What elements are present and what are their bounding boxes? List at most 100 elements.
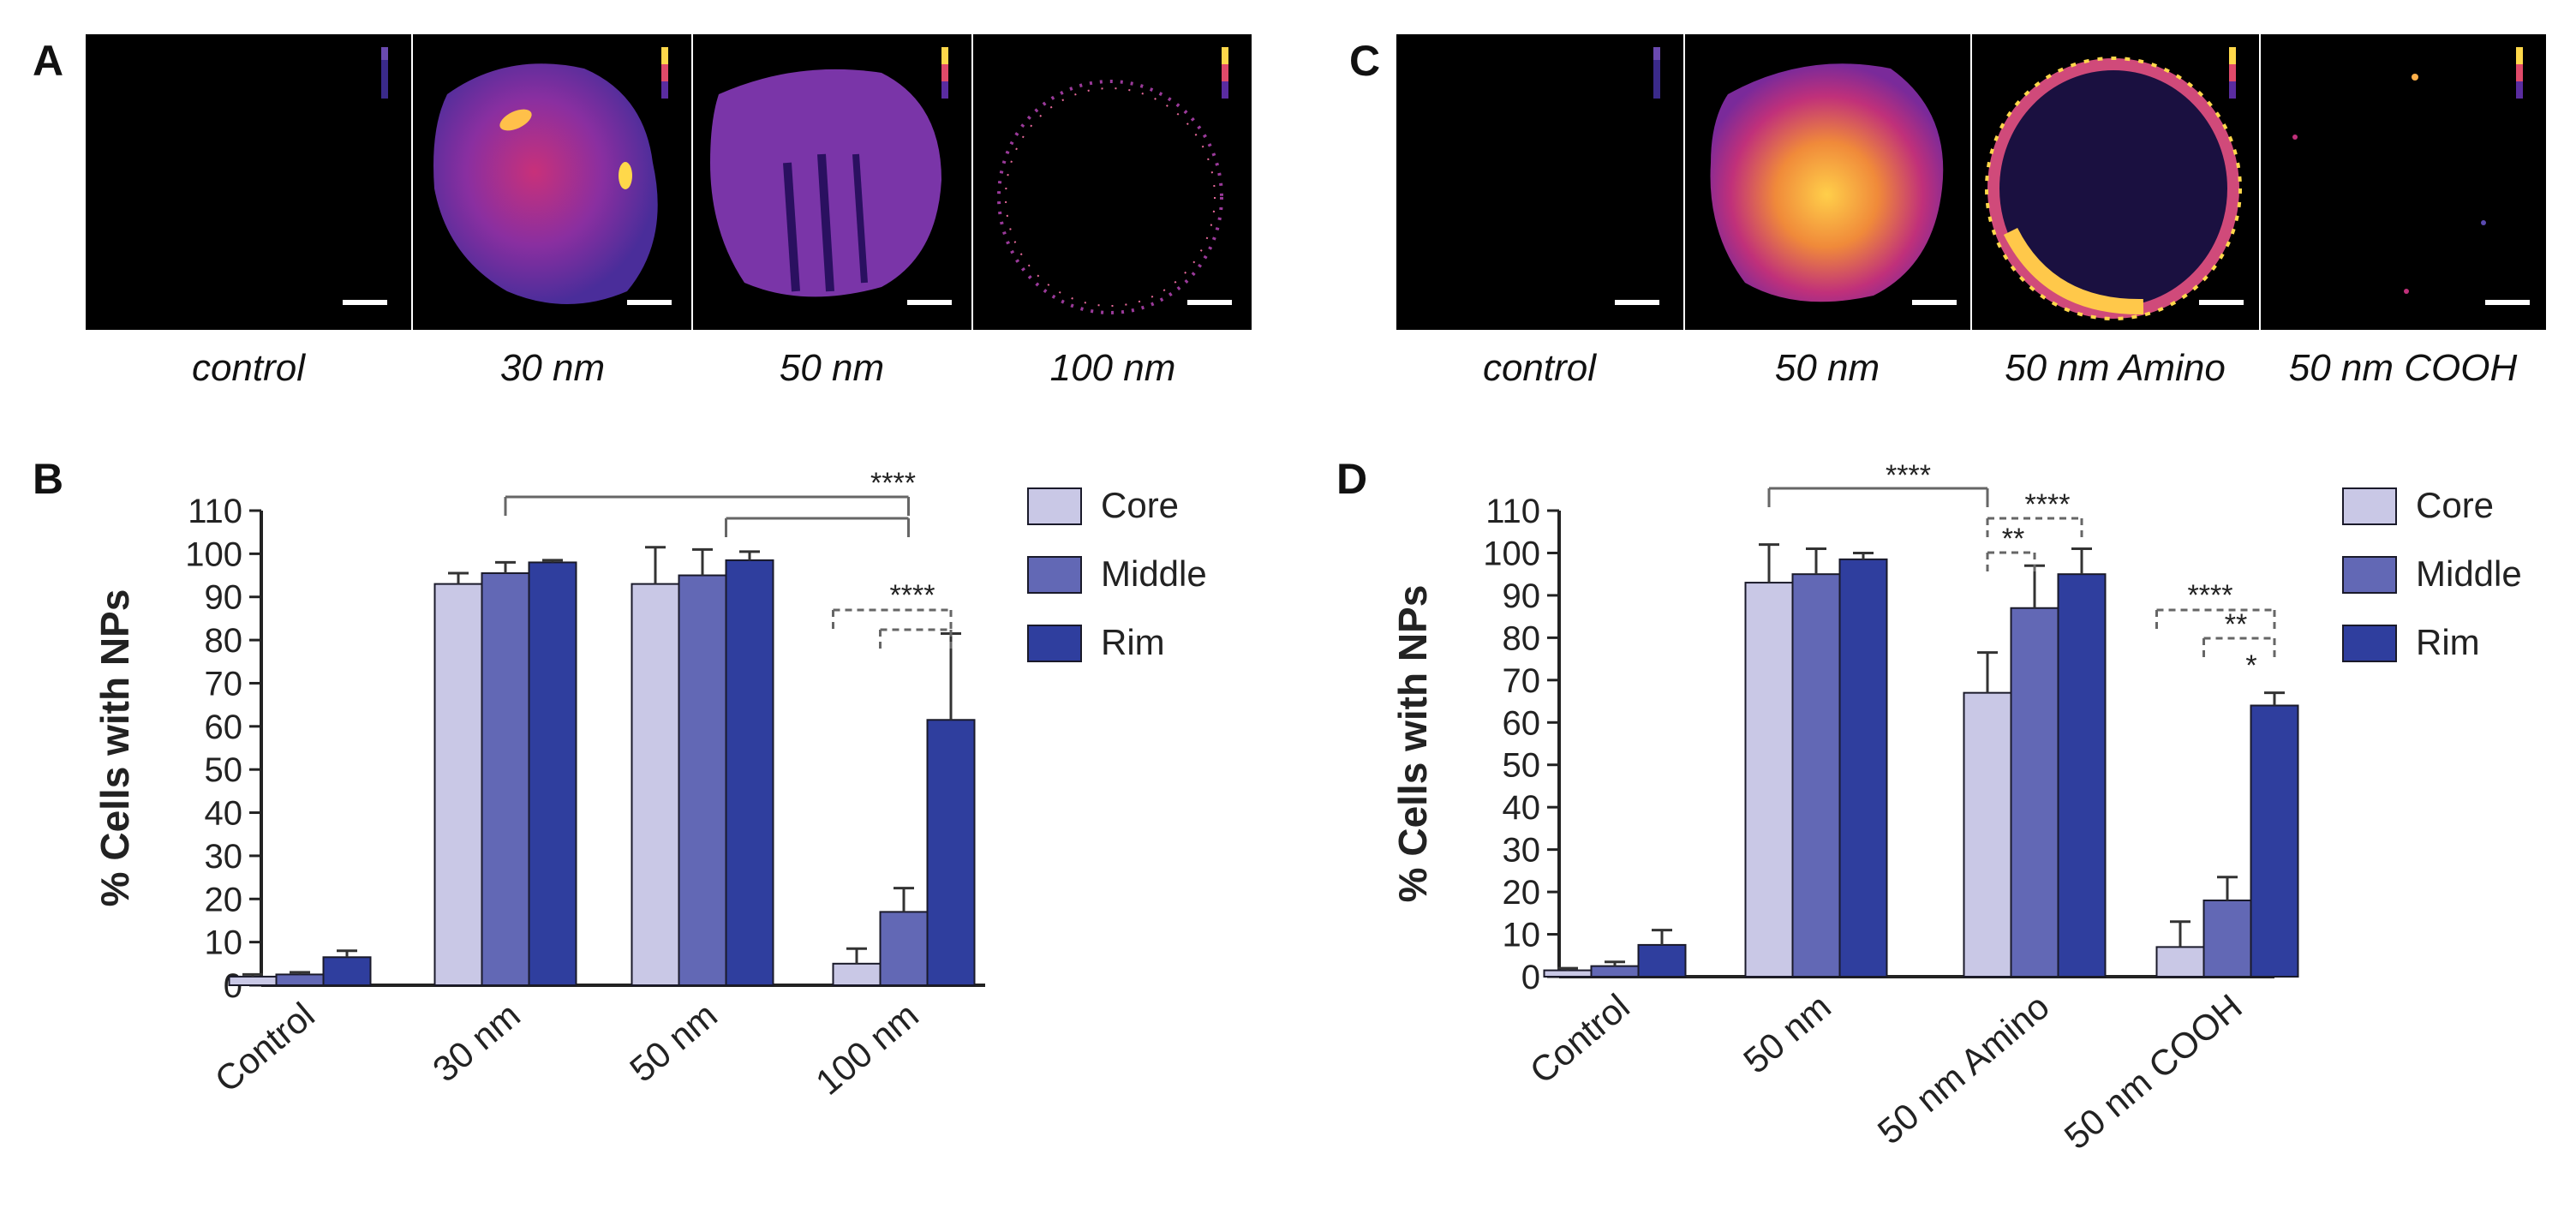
- chart-b-group: 0 10 20 30 40 50 60 70 80 90 100 110 % Cells with NP…: [93, 467, 1207, 1103]
- caption-a-50nm: 50 nm: [779, 347, 885, 389]
- legend-swatch: [2342, 487, 2397, 525]
- bar-rim: [2250, 704, 2299, 978]
- y-tick-label: 10: [205, 924, 243, 962]
- legend-swatch: [1027, 487, 1082, 525]
- x-tick-label: 50 nm: [622, 995, 725, 1090]
- y-tick-label: 80: [205, 622, 243, 660]
- legend-swatch: [2342, 556, 2397, 594]
- y-tick-label: 50: [1503, 747, 1541, 785]
- panel-letter-b: B: [33, 455, 64, 503]
- chart-d-group: 0 10 20 30 40 50 60 70 80 90 100 110 % Cells with NP…: [1390, 459, 2522, 1157]
- y-tick-label: 50: [205, 751, 243, 789]
- caption-a-control: control: [191, 347, 306, 389]
- colorbar-icon: [2229, 47, 2236, 99]
- significance-label: **: [2225, 608, 2247, 641]
- legend-label: Core: [1101, 485, 1179, 525]
- bar-core: [1543, 969, 1593, 978]
- y-tick-label: 20: [205, 881, 243, 918]
- legend-label: Middle: [1101, 553, 1207, 594]
- scale-bar-icon: [1912, 300, 1957, 305]
- significance-label: ****: [2025, 488, 2071, 521]
- x-tick-label: Control: [207, 995, 322, 1100]
- y-tick-label: 40: [1503, 789, 1541, 827]
- bar-middle: [275, 973, 325, 986]
- caption-c-50nm-cooh: 50 nm COOH: [2288, 347, 2518, 389]
- y-tick-label: 20: [1503, 874, 1541, 912]
- significance-label: ****: [2188, 579, 2233, 612]
- scale-bar-icon: [1615, 300, 1659, 305]
- y-axis-label: % Cells with NPs: [1390, 585, 1435, 903]
- y-tick-label: 90: [1503, 577, 1541, 615]
- bar-rim: [1637, 943, 1687, 978]
- scale-bar-icon: [2485, 300, 2530, 305]
- caption-c-50nm: 50 nm: [1774, 347, 1880, 389]
- caption-a-30nm: 30 nm: [499, 347, 606, 389]
- bar-middle: [1791, 573, 1841, 978]
- bar-core: [631, 583, 680, 986]
- significance-label: ****: [870, 467, 916, 499]
- y-tick-label: 100: [185, 535, 242, 573]
- significance-label: **: [2002, 523, 2024, 555]
- bar-core: [832, 962, 882, 987]
- y-tick-label: 60: [205, 709, 243, 746]
- bar-rim: [528, 561, 577, 986]
- legend-label: Core: [2416, 485, 2494, 525]
- micrograph-a-control: [86, 34, 411, 330]
- scale-bar-icon: [627, 300, 672, 305]
- significance-label: ****: [890, 579, 935, 612]
- y-tick-label: 10: [1503, 917, 1541, 954]
- bar-rim: [1838, 558, 1888, 978]
- significance-label: ****: [1886, 459, 1931, 492]
- legend-label: Middle: [2416, 553, 2522, 594]
- bar-middle: [481, 572, 530, 986]
- y-tick-label: 110: [188, 493, 242, 530]
- micrograph-c-50nm-amino: [1972, 34, 2259, 330]
- bar-core: [433, 583, 483, 986]
- micrograph-a-100nm: [973, 34, 1252, 330]
- bar-core: [2155, 946, 2205, 978]
- bar-middle: [879, 911, 929, 987]
- colorbar-icon: [661, 47, 668, 99]
- colorbar-icon: [1222, 47, 1228, 99]
- y-tick-label: 110: [1485, 493, 1540, 530]
- y-tick-label: 40: [205, 795, 243, 833]
- micrograph-c-50nm: [1685, 34, 1970, 330]
- legend-swatch: [2342, 625, 2397, 662]
- bar-rim: [725, 559, 774, 986]
- bar-rim: [926, 719, 976, 986]
- caption-c-control: control: [1482, 347, 1597, 389]
- micrograph-c-50nm-cooh: [2261, 34, 2546, 330]
- panel-letter-d: D: [1336, 455, 1368, 503]
- significance-label: *: [2245, 649, 2256, 682]
- x-tick-label: 50 nm COOH: [2057, 986, 2250, 1157]
- bar-middle: [2010, 607, 2059, 978]
- caption-a-100nm: 100 nm: [1049, 347, 1176, 389]
- bar-core: [1963, 691, 2012, 978]
- scale-bar-icon: [343, 300, 387, 305]
- legend-swatch: [1027, 556, 1082, 594]
- scale-bar-icon: [907, 300, 952, 305]
- bar-core: [1744, 582, 1794, 978]
- colorbar-icon: [2516, 47, 2523, 99]
- x-tick-label: 50 nm Amino: [1870, 986, 2057, 1152]
- bar-middle: [2202, 899, 2252, 978]
- y-tick-label: 90: [205, 579, 243, 617]
- y-tick-label: 80: [1503, 619, 1541, 657]
- x-tick-label: 100 nm: [808, 995, 926, 1103]
- x-tick-label: Control: [1522, 986, 1637, 1091]
- y-tick-label: 100: [1483, 535, 1540, 572]
- legend-label: Rim: [1101, 622, 1165, 662]
- y-axis-label: % Cells with NPs: [93, 589, 137, 907]
- colorbar-icon: [1653, 47, 1660, 99]
- y-tick-label: 30: [205, 838, 243, 876]
- caption-c-50nm-amino: 50 nm Amino: [2005, 347, 2226, 389]
- bar-rim: [2057, 573, 2107, 978]
- x-tick-label: 50 nm: [1736, 986, 1838, 1081]
- colorbar-icon: [941, 47, 948, 99]
- micrograph-a-30nm: [413, 34, 691, 330]
- colorbar-icon: [381, 47, 388, 99]
- legend-label: Rim: [2416, 622, 2480, 662]
- legend-swatch: [1027, 625, 1082, 662]
- bar-core: [228, 975, 278, 986]
